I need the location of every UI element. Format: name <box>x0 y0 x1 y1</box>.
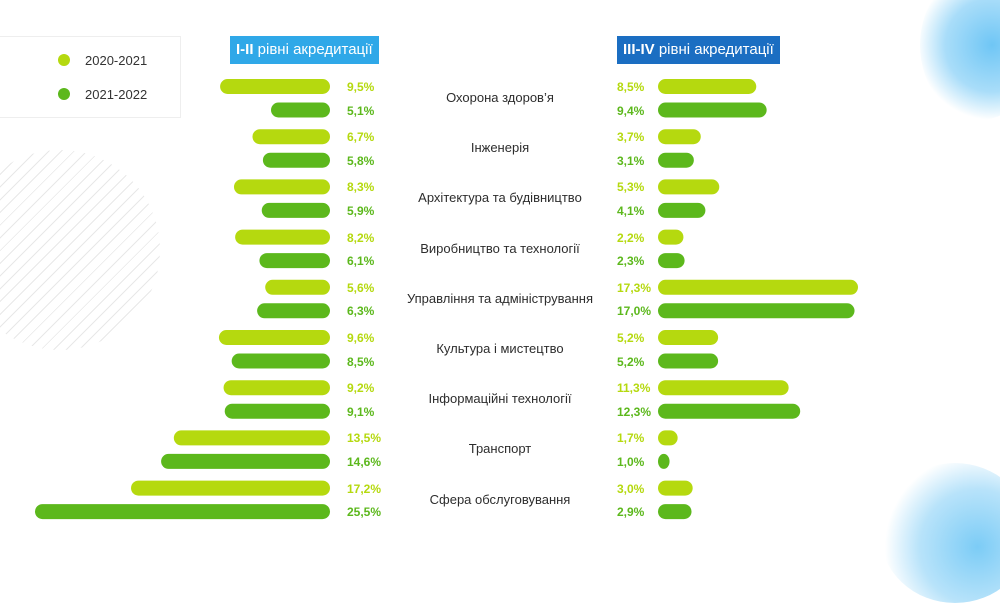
bar-right-2020-2021 <box>658 179 720 195</box>
bar-right-2020-2021 <box>658 279 858 295</box>
value-label-right: 5,2% <box>617 331 645 345</box>
header-right-text: рівні акредитації <box>654 41 774 58</box>
bar-right-2021-2022 <box>658 303 855 319</box>
category-label: Архітектура та будівництво <box>418 190 582 206</box>
bar-left-2021-2022 <box>224 403 330 419</box>
category-label: Інформаційні технології <box>428 391 572 407</box>
bar-right-2020-2021 <box>658 229 684 245</box>
bar-right-2021-2022 <box>658 202 706 218</box>
bar-right-2021-2022 <box>658 504 692 520</box>
value-label-right: 5,2% <box>617 354 645 369</box>
bar-left-2020-2021 <box>173 430 330 446</box>
category-label: Культура і мистецтво <box>436 341 564 356</box>
bar-left-2021-2022 <box>271 102 330 118</box>
bar-left-2020-2021 <box>223 380 330 396</box>
bar-left-2021-2022 <box>257 303 330 319</box>
bar-left-2021-2022 <box>262 152 330 168</box>
value-label-left: 8,2% <box>347 230 375 245</box>
value-label-right: 2,2% <box>617 230 645 245</box>
legend-label: 2020-2021 <box>85 53 148 68</box>
value-label-right: 17,0% <box>617 304 652 319</box>
legend: 2020-2021 2021-2022 <box>0 36 181 118</box>
bar-right-2021-2022 <box>658 152 694 168</box>
value-label-left: 6,7% <box>347 130 375 145</box>
bar-right-2021-2022 <box>658 253 685 269</box>
value-label-left: 25,5% <box>347 505 382 520</box>
header-left-bold: I-II <box>236 41 254 58</box>
bar-right-2020-2021 <box>658 129 701 145</box>
bar-left-2020-2021 <box>233 179 330 195</box>
bar-left-2021-2022 <box>261 202 330 218</box>
value-label-left: 5,8% <box>347 153 375 168</box>
value-label-right: 2,3% <box>617 254 645 269</box>
bar-left-2021-2022 <box>35 504 330 520</box>
bar-left-2020-2021 <box>131 480 330 496</box>
bar-left-2020-2021 <box>218 330 330 345</box>
category-label: Управління та адміністрування <box>406 290 594 306</box>
bar-right-2020-2021 <box>658 430 678 446</box>
value-label-left: 5,6% <box>347 280 375 295</box>
value-label-right: 12,3% <box>617 404 652 419</box>
category-label: Інженерія <box>470 140 530 156</box>
value-label-left: 6,3% <box>347 304 375 319</box>
value-label-left: 14,6% <box>347 454 382 469</box>
value-label-left: 9,2% <box>347 381 375 396</box>
bar-right-2021-2022 <box>658 102 767 118</box>
value-label-right: 3,1% <box>617 153 645 168</box>
category-label: Транспорт <box>468 441 532 457</box>
butterfly-bar-chart <box>35 79 858 520</box>
bar-left-2020-2021 <box>252 129 330 145</box>
value-label-right: 1,7% <box>617 431 645 446</box>
bar-right-2020-2021 <box>658 330 719 345</box>
bar-left-2021-2022 <box>161 453 330 469</box>
decorative-hatch-circle <box>0 150 160 350</box>
category-label: Охорона здоров’я <box>446 90 554 105</box>
value-label-left: 17,2% <box>347 481 382 496</box>
category-label: Сфера обслуговування <box>429 491 571 507</box>
bar-right-2021-2022 <box>658 353 719 369</box>
value-label-right: 3,7% <box>617 130 645 145</box>
value-label-right: 9,4% <box>617 103 645 118</box>
value-label-right: 11,3% <box>617 381 651 396</box>
value-label-left: 9,1% <box>347 404 375 419</box>
bar-right-2021-2022 <box>658 403 801 419</box>
value-label-right: 2,9% <box>617 505 645 520</box>
legend-dot-icon <box>58 88 70 100</box>
value-label-right: 1,0% <box>617 454 645 469</box>
value-label-left: 9,6% <box>347 331 375 345</box>
bar-left-2020-2021 <box>235 229 330 245</box>
value-label-left: 13,5% <box>347 431 382 446</box>
header-right-panel: III-IV рівні акредитації <box>617 36 780 64</box>
header-left-text: рівні акредитації <box>253 41 373 58</box>
bar-left-2021-2022 <box>231 353 330 369</box>
bar-right-2021-2022 <box>658 453 670 469</box>
value-label-left: 8,3% <box>347 180 375 195</box>
value-label-right: 5,3% <box>617 180 645 195</box>
bar-right-2020-2021 <box>658 380 789 396</box>
legend-label: 2021-2022 <box>85 87 148 102</box>
value-label-left: 8,5% <box>347 354 375 369</box>
value-label-left: 5,1% <box>347 103 375 118</box>
bar-right-2020-2021 <box>658 79 757 94</box>
value-label-left: 6,1% <box>347 254 375 269</box>
value-label-right: 17,3% <box>617 280 652 295</box>
value-label-right: 8,5% <box>617 80 645 94</box>
value-label-left: 9,5% <box>347 80 375 94</box>
value-label-right: 3,0% <box>617 481 645 496</box>
value-label-right: 4,1% <box>617 203 645 218</box>
bar-left-2021-2022 <box>259 253 330 269</box>
legend-dot-icon <box>58 54 70 66</box>
header-right-bold: III-IV <box>623 41 655 58</box>
bar-left-2020-2021 <box>265 279 330 295</box>
category-label: Виробництво та технології <box>420 240 580 256</box>
value-label-left: 5,9% <box>347 203 375 218</box>
header-left-panel: I-II рівні акредитації <box>230 36 379 64</box>
bar-left-2020-2021 <box>220 79 330 94</box>
bar-right-2020-2021 <box>658 480 693 496</box>
